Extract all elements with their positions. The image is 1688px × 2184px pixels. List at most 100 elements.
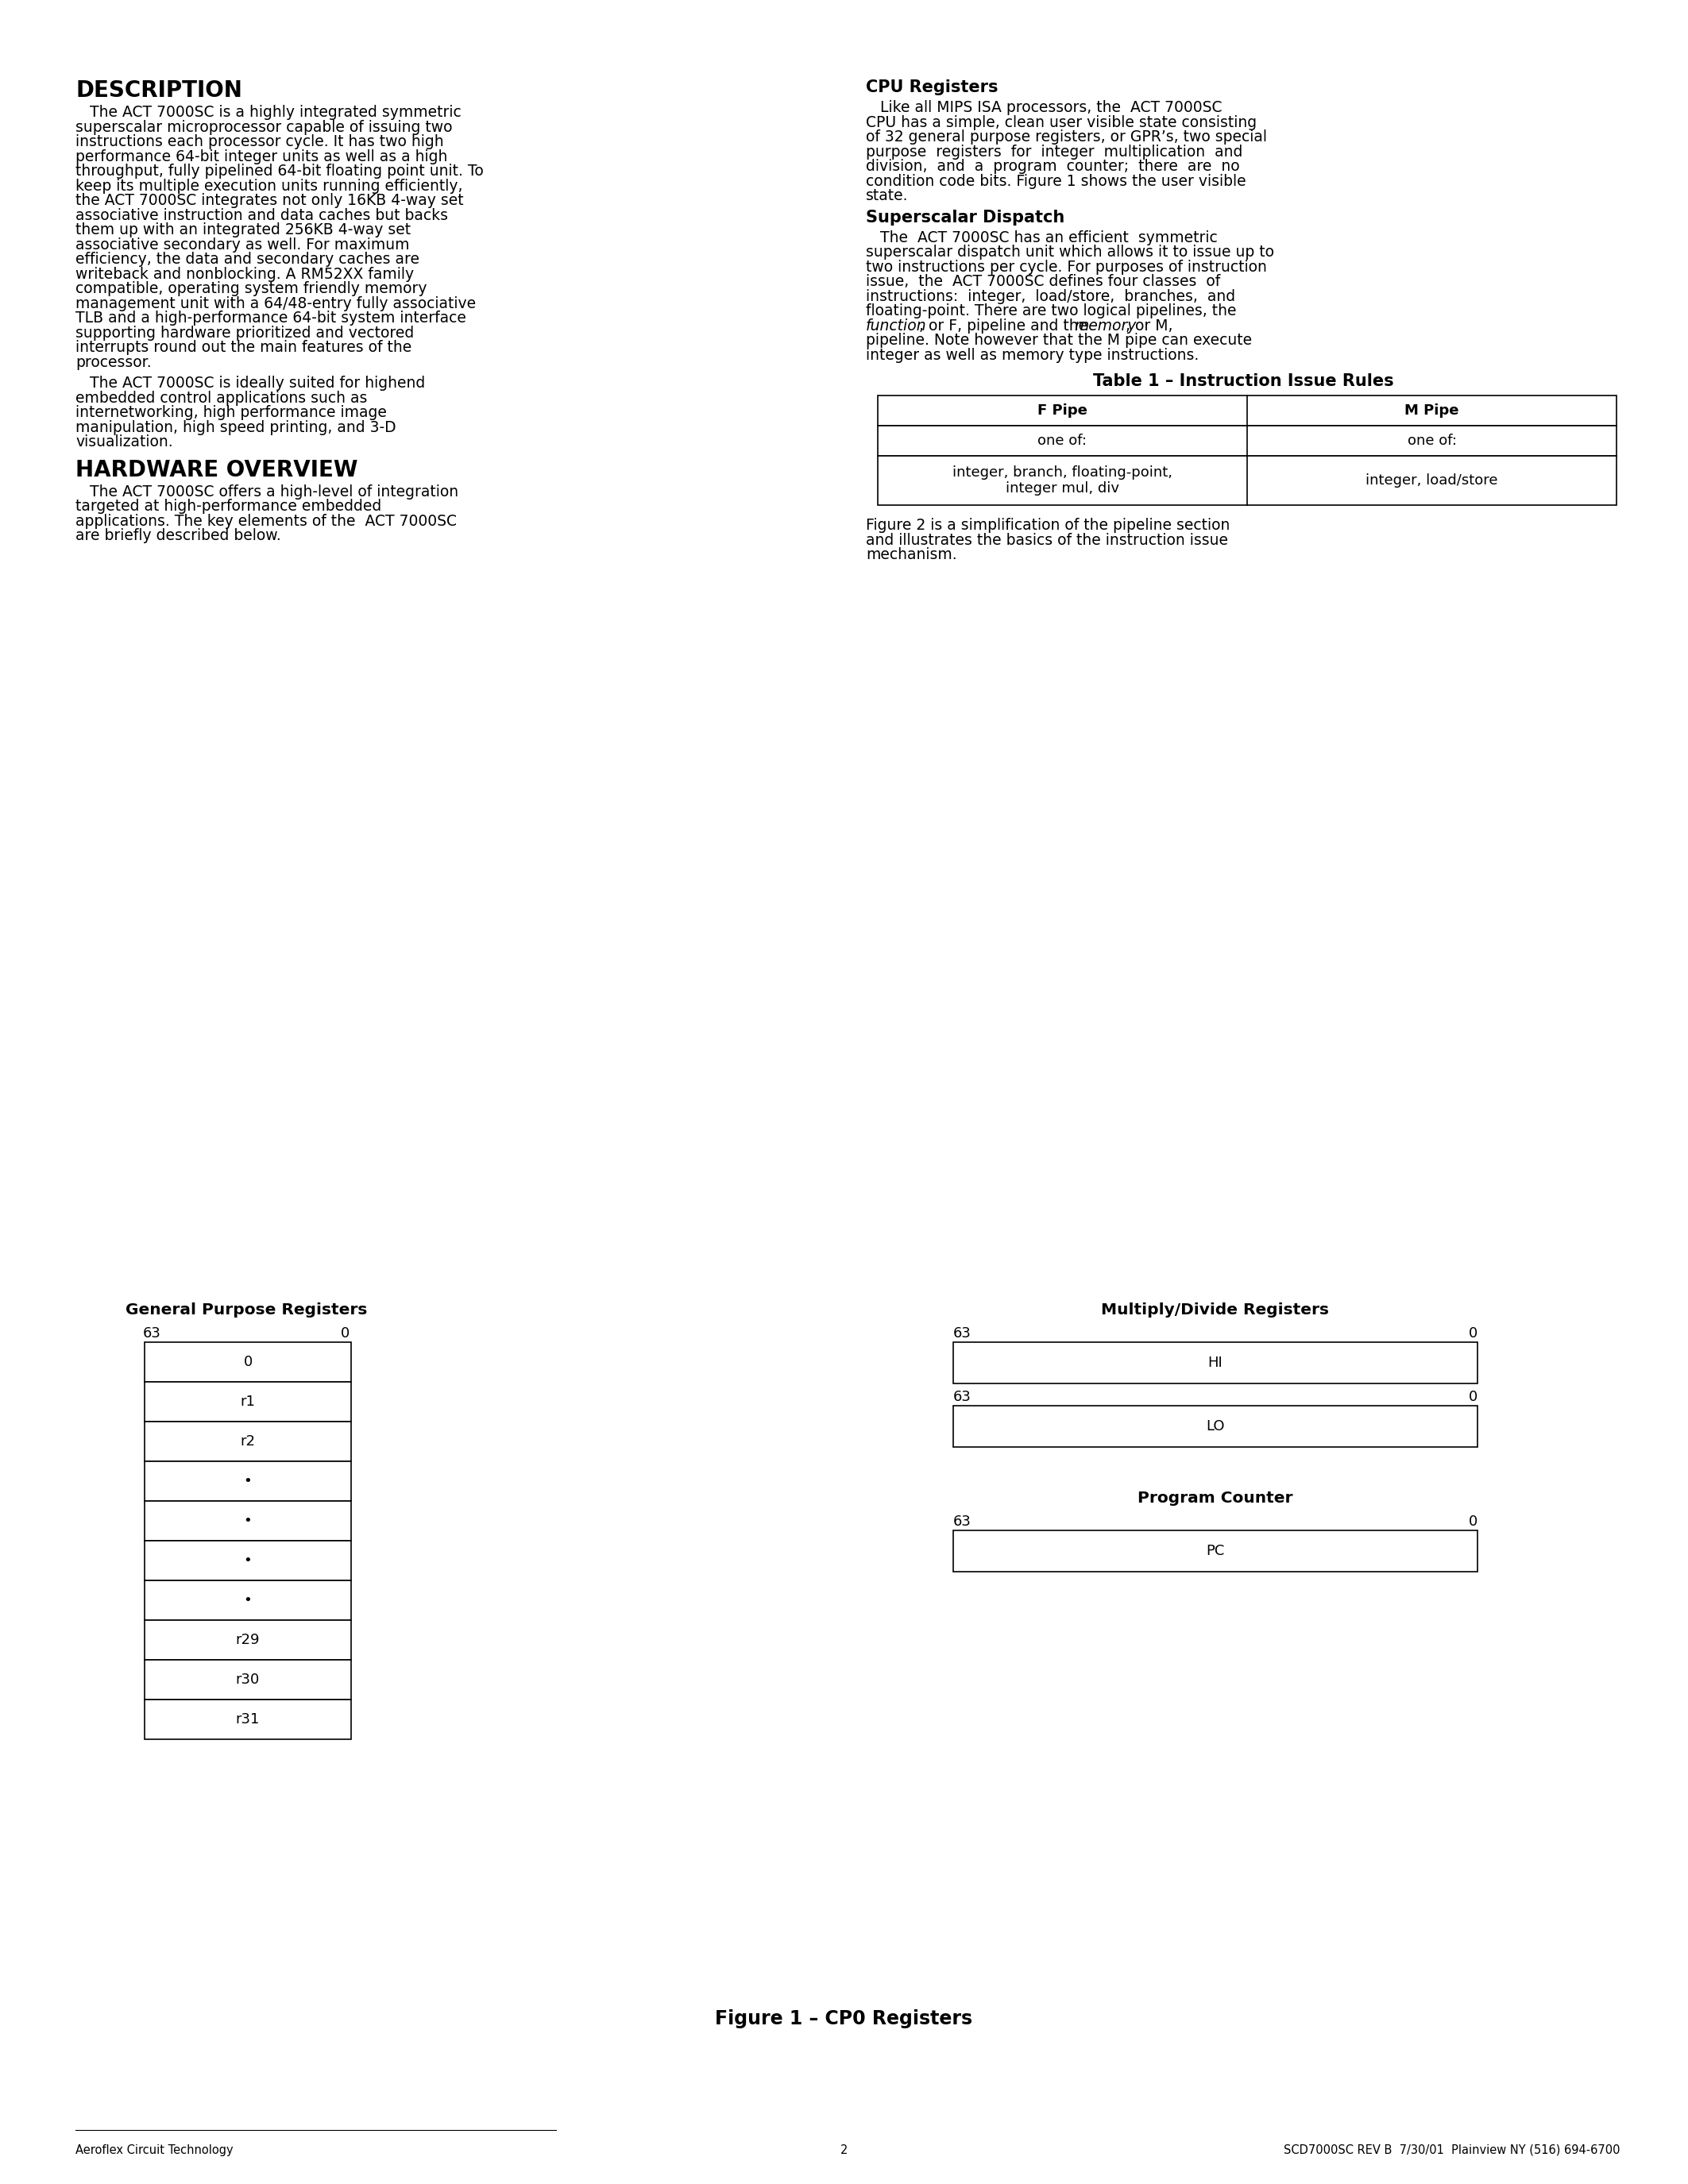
Text: associative secondary as well. For maximum: associative secondary as well. For maxim…	[76, 238, 410, 251]
Text: writeback and nonblocking. A RM52XX family: writeback and nonblocking. A RM52XX fami…	[76, 266, 414, 282]
Text: mechanism.: mechanism.	[866, 548, 957, 561]
Text: one of:: one of:	[1408, 435, 1457, 448]
Text: of 32 general purpose registers, or GPR’s, two special: of 32 general purpose registers, or GPR’…	[866, 129, 1268, 144]
Text: visualization.: visualization.	[76, 435, 172, 450]
Bar	[878, 426, 1617, 456]
Text: CPU has a simple, clean user visible state consisting: CPU has a simple, clean user visible sta…	[866, 116, 1258, 129]
Text: F Pipe: F Pipe	[1038, 404, 1087, 417]
Text: DESCRIPTION: DESCRIPTION	[76, 79, 241, 103]
Text: the ACT 7000SC integrates not only 16KB 4-way set: the ACT 7000SC integrates not only 16KB …	[76, 192, 464, 207]
Text: state.: state.	[866, 188, 908, 203]
Text: supporting hardware prioritized and vectored: supporting hardware prioritized and vect…	[76, 325, 414, 341]
Text: 63: 63	[954, 1326, 971, 1341]
Text: management unit with a 64/48-entry fully associative: management unit with a 64/48-entry fully…	[76, 295, 476, 310]
Text: efficiency, the data and secondary caches are: efficiency, the data and secondary cache…	[76, 251, 419, 266]
Bar	[145, 1660, 351, 1699]
Text: are briefly described below.: are briefly described below.	[76, 529, 280, 544]
Text: Table 1 – Instruction Issue Rules: Table 1 – Instruction Issue Rules	[1092, 373, 1394, 389]
Text: 63: 63	[143, 1326, 160, 1341]
Text: condition code bits. Figure 1 shows the user visible: condition code bits. Figure 1 shows the …	[866, 173, 1246, 188]
Text: HARDWARE OVERVIEW: HARDWARE OVERVIEW	[76, 459, 358, 480]
Bar	[145, 1382, 351, 1422]
Text: them up with an integrated 256KB 4-way set: them up with an integrated 256KB 4-way s…	[76, 223, 410, 238]
Text: CPU Registers: CPU Registers	[866, 79, 998, 96]
Text: processor.: processor.	[76, 354, 152, 369]
Text: associative instruction and data caches but backs: associative instruction and data caches …	[76, 207, 447, 223]
Text: performance 64-bit integer units as well as a high: performance 64-bit integer units as well…	[76, 149, 447, 164]
Text: Multiply/Divide Registers: Multiply/Divide Registers	[1101, 1302, 1330, 1317]
Text: •: •	[243, 1514, 252, 1529]
Text: •: •	[243, 1553, 252, 1568]
Text: The ACT 7000SC offers a high-level of integration: The ACT 7000SC offers a high-level of in…	[76, 485, 459, 500]
Text: interrupts round out the main features of the: interrupts round out the main features o…	[76, 341, 412, 356]
Text: The ACT 7000SC is a highly integrated symmetric: The ACT 7000SC is a highly integrated sy…	[76, 105, 461, 120]
Text: targeted at high-performance embedded: targeted at high-performance embedded	[76, 498, 381, 513]
Text: M Pipe: M Pipe	[1404, 404, 1458, 417]
Text: integer, branch, floating-point,
integer mul, div: integer, branch, floating-point, integer…	[952, 465, 1173, 496]
Text: •: •	[243, 1474, 252, 1487]
Text: applications. The key elements of the  ACT 7000SC: applications. The key elements of the AC…	[76, 513, 457, 529]
Bar	[145, 1500, 351, 1540]
Text: Program Counter: Program Counter	[1138, 1492, 1293, 1505]
Text: compatible, operating system friendly memory: compatible, operating system friendly me…	[76, 282, 427, 297]
Text: two instructions per cycle. For purposes of instruction: two instructions per cycle. For purposes…	[866, 260, 1268, 275]
Text: issue,  the  ACT 7000SC defines four classes  of: issue, the ACT 7000SC defines four class…	[866, 273, 1220, 288]
Bar	[145, 1621, 351, 1660]
Text: pipeline. Note however that the M pipe can execute: pipeline. Note however that the M pipe c…	[866, 332, 1252, 347]
Text: division,  and  a  program  counter;  there  are  no: division, and a program counter; there a…	[866, 159, 1239, 175]
Text: r29: r29	[236, 1634, 260, 1647]
Text: function: function	[866, 319, 927, 334]
Text: 0: 0	[1469, 1514, 1477, 1529]
Text: r2: r2	[240, 1435, 255, 1448]
Text: PC: PC	[1205, 1544, 1225, 1557]
Text: 63: 63	[954, 1514, 971, 1529]
Text: Aeroflex Circuit Technology: Aeroflex Circuit Technology	[76, 2145, 233, 2156]
Text: r31: r31	[236, 1712, 260, 1728]
Bar	[954, 1406, 1477, 1448]
Text: 0: 0	[341, 1326, 349, 1341]
Text: 0: 0	[1469, 1389, 1477, 1404]
Text: r1: r1	[240, 1396, 255, 1409]
Text: , or M,: , or M,	[1126, 319, 1173, 334]
Text: keep its multiple execution units running efficiently,: keep its multiple execution units runnin…	[76, 179, 463, 194]
Bar	[145, 1422, 351, 1461]
Text: instructions each processor cycle. It has two high: instructions each processor cycle. It ha…	[76, 133, 444, 149]
Text: •: •	[243, 1592, 252, 1607]
Text: 2: 2	[841, 2145, 847, 2156]
Text: memory: memory	[1074, 319, 1136, 334]
Text: 63: 63	[954, 1389, 971, 1404]
Text: , or F, pipeline and the: , or F, pipeline and the	[918, 319, 1092, 334]
Text: integer, load/store: integer, load/store	[1366, 474, 1497, 487]
Text: 0: 0	[243, 1354, 252, 1369]
Text: Figure 2 is a simplification of the pipeline section: Figure 2 is a simplification of the pipe…	[866, 518, 1231, 533]
Text: SCD7000SC REV B  7/30/01  Plainview NY (516) 694-6700: SCD7000SC REV B 7/30/01 Plainview NY (51…	[1285, 2145, 1620, 2156]
Text: Figure 1 – CP0 Registers: Figure 1 – CP0 Registers	[716, 2009, 972, 2029]
Text: General Purpose Registers: General Purpose Registers	[125, 1302, 368, 1317]
Bar	[145, 1461, 351, 1500]
Text: superscalar microprocessor capable of issuing two: superscalar microprocessor capable of is…	[76, 120, 452, 135]
Text: instructions:  integer,  load/store,  branches,  and: instructions: integer, load/store, branc…	[866, 288, 1236, 304]
Text: integer as well as memory type instructions.: integer as well as memory type instructi…	[866, 347, 1198, 363]
Text: HI: HI	[1209, 1356, 1222, 1369]
Text: and illustrates the basics of the instruction issue: and illustrates the basics of the instru…	[866, 533, 1229, 548]
Text: embedded control applications such as: embedded control applications such as	[76, 391, 368, 406]
Bar	[954, 1343, 1477, 1382]
Text: superscalar dispatch unit which allows it to issue up to: superscalar dispatch unit which allows i…	[866, 245, 1274, 260]
Bar	[145, 1343, 351, 1382]
Text: TLB and a high-performance 64-bit system interface: TLB and a high-performance 64-bit system…	[76, 310, 466, 325]
Bar	[145, 1581, 351, 1621]
Text: internetworking, high performance image: internetworking, high performance image	[76, 404, 387, 419]
Bar	[878, 395, 1617, 426]
Text: The  ACT 7000SC has an efficient  symmetric: The ACT 7000SC has an efficient symmetri…	[866, 229, 1217, 245]
Text: one of:: one of:	[1038, 435, 1087, 448]
Text: Like all MIPS ISA processors, the  ACT 7000SC: Like all MIPS ISA processors, the ACT 70…	[866, 100, 1222, 116]
Text: throughput, fully pipelined 64-bit floating point unit. To: throughput, fully pipelined 64-bit float…	[76, 164, 483, 179]
Text: 0: 0	[1469, 1326, 1477, 1341]
Text: The ACT 7000SC is ideally suited for highend: The ACT 7000SC is ideally suited for hig…	[76, 376, 425, 391]
Bar	[954, 1531, 1477, 1572]
Text: LO: LO	[1205, 1420, 1225, 1433]
Text: manipulation, high speed printing, and 3-D: manipulation, high speed printing, and 3…	[76, 419, 397, 435]
Bar	[145, 1699, 351, 1738]
Text: Superscalar Dispatch: Superscalar Dispatch	[866, 210, 1065, 225]
Text: purpose  registers  for  integer  multiplication  and: purpose registers for integer multiplica…	[866, 144, 1242, 159]
